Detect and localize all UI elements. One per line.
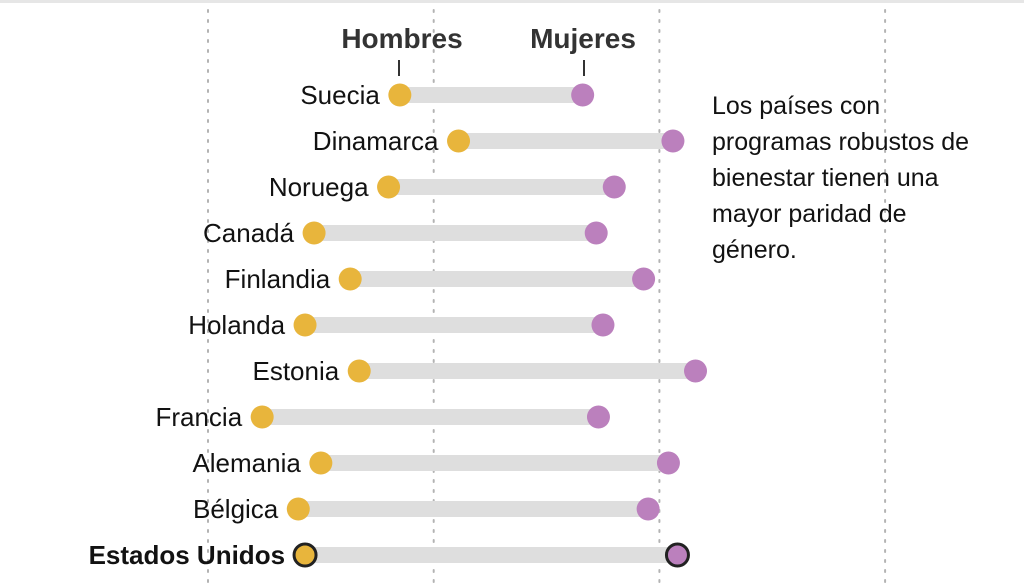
annotation-line: programas robustos de xyxy=(712,128,970,156)
country-label: Estados Unidos xyxy=(89,540,285,570)
country-label: Francia xyxy=(155,402,242,432)
country-label: Suecia xyxy=(300,80,380,110)
dot-hombres xyxy=(309,451,333,475)
dots xyxy=(250,83,708,568)
annotation-line: género. xyxy=(712,236,797,264)
dot-hombres xyxy=(377,175,401,199)
dot-mujeres xyxy=(571,83,595,107)
country-label: Noruega xyxy=(269,172,369,202)
dot-mujeres xyxy=(584,221,608,245)
country-label: Estonia xyxy=(252,356,339,386)
country-labels: Suecia Dinamarca Noruega Canadá Finlandia Hol… xyxy=(89,80,439,570)
legend-mujeres: Mujeres xyxy=(530,23,636,54)
dot-mujeres xyxy=(591,313,615,337)
dot-hombres xyxy=(250,405,274,429)
dot-mujeres xyxy=(636,497,660,521)
top-border xyxy=(0,0,1024,3)
dot-mujeres xyxy=(586,405,610,429)
annotation-line: bienestar tienen una xyxy=(712,164,939,192)
dot-hombres xyxy=(338,267,362,291)
gridlines xyxy=(207,9,887,585)
dot-mujeres xyxy=(656,451,680,475)
bars xyxy=(262,87,696,563)
country-label: Finlandia xyxy=(225,264,331,294)
dot-hombres xyxy=(447,129,471,153)
dot-hombres xyxy=(292,542,318,568)
annotation-line: Los países con xyxy=(712,92,881,120)
country-label: Holanda xyxy=(188,310,285,340)
dot-mujeres xyxy=(664,542,690,568)
dot-hombres xyxy=(388,83,412,107)
dot-mujeres xyxy=(632,267,656,291)
annotation-line: mayor paridad de xyxy=(712,200,907,228)
dot-mujeres xyxy=(661,129,685,153)
country-label: Bélgica xyxy=(193,494,279,524)
country-label: Alemania xyxy=(192,448,301,478)
annotation: Los países con programas robustos de bie… xyxy=(712,88,1012,268)
dot-hombres xyxy=(302,221,326,245)
country-label: Dinamarca xyxy=(313,126,439,156)
dot-hombres xyxy=(293,313,317,337)
country-label: Canadá xyxy=(203,218,295,248)
legend-hombres: Hombres xyxy=(341,23,462,54)
dot-mujeres xyxy=(602,175,626,199)
dot-hombres xyxy=(347,359,371,383)
dot-mujeres xyxy=(684,359,708,383)
dot-hombres xyxy=(286,497,310,521)
legend: Hombres Mujeres xyxy=(341,23,636,76)
